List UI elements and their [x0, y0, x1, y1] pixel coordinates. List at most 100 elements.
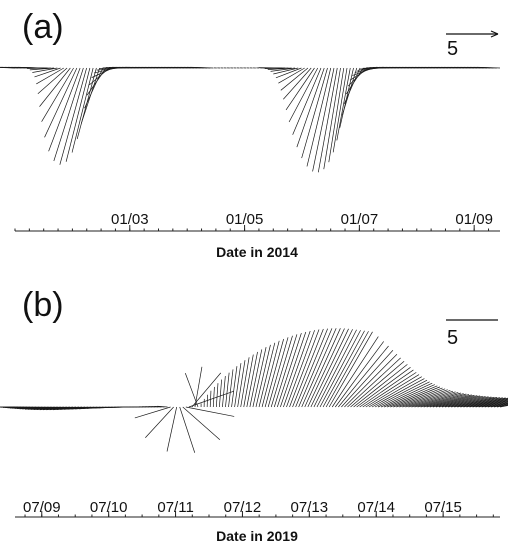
- vector-stick: [411, 392, 459, 408]
- vector-stick: [280, 331, 307, 408]
- vector-stick: [496, 404, 508, 408]
- vector-stick: [368, 376, 422, 408]
- vector-stick: [472, 399, 508, 408]
- vector-stick: [37, 67, 68, 95]
- vector-stick: [295, 328, 328, 408]
- vector-stick: [39, 67, 71, 107]
- tick-label: 07/10: [90, 499, 128, 516]
- vector-stick: [317, 67, 338, 173]
- vector-stick: [246, 351, 258, 408]
- vector-stick: [228, 369, 234, 408]
- vector-stick: [341, 349, 394, 408]
- vector-stick: [319, 330, 361, 408]
- vector-stick: [478, 400, 508, 408]
- vector-stick: [184, 372, 199, 408]
- vector-stick: [350, 361, 405, 408]
- tick-label: 01/05: [226, 211, 264, 228]
- vector-stick: [429, 394, 475, 408]
- vector-stick: [310, 328, 349, 408]
- vector-stick: [283, 67, 312, 100]
- panel-b-xlabel: Date in 2019: [216, 528, 298, 544]
- vector-stick: [460, 397, 503, 408]
- vector-stick: [264, 67, 289, 69]
- vector-stick: [438, 395, 483, 408]
- tick-label: 07/12: [224, 499, 262, 516]
- vector-stick: [387, 385, 438, 408]
- vector-stick: [264, 338, 284, 408]
- panel-b-label: (b): [22, 286, 64, 324]
- vector-stick: [134, 406, 171, 419]
- vector-stick: [215, 383, 219, 408]
- tick-label: 01/09: [455, 211, 493, 228]
- vector-stick: [328, 331, 373, 408]
- vector-stick: [390, 386, 441, 408]
- vector-stick: [408, 391, 456, 408]
- vector-stick: [374, 379, 428, 408]
- vector-stick: [307, 328, 345, 408]
- vector-stick: [283, 330, 311, 408]
- vector-stick: [276, 332, 302, 408]
- vector-stick: [487, 402, 508, 408]
- vector-stick: [243, 354, 254, 408]
- vector-stick: [71, 67, 94, 153]
- panel-a-label: (a): [22, 8, 64, 46]
- vector-stick: [420, 393, 467, 408]
- vector-stick: [301, 67, 328, 159]
- vector-stick: [423, 394, 470, 408]
- vector-stick: [313, 329, 353, 408]
- vector-stick: [499, 405, 508, 408]
- panel-a-xlabel: Date in 2014: [216, 244, 298, 260]
- vector-stick: [347, 67, 367, 87]
- vector-stick: [48, 67, 81, 152]
- vector-stick: [270, 335, 293, 408]
- vector-stick: [182, 406, 221, 441]
- vector-stick: [312, 67, 335, 172]
- vector-stick: [285, 67, 315, 111]
- vector-stick: [323, 67, 341, 170]
- vector-stick: [209, 390, 212, 408]
- vector-stick: [377, 381, 430, 408]
- vector-stick: [457, 397, 501, 408]
- vector-stick: [435, 395, 481, 408]
- vector-stick: [185, 406, 235, 417]
- vector-stick: [292, 328, 324, 408]
- vector-stick: [469, 398, 508, 408]
- vector-stick: [463, 397, 506, 408]
- panel-a-ticks: 01/03 01/05 01/07 01/09: [14, 211, 493, 231]
- vector-stick: [286, 330, 315, 408]
- panel-b: (b) 5 07/09 07/10 07/11 07/12 07/13 07/14 07/1…: [0, 286, 508, 544]
- vector-stick: [338, 345, 389, 408]
- vector-stick: [445, 396, 489, 408]
- vector-stick: [219, 379, 222, 408]
- panel-b-vectors: [0, 328, 508, 453]
- vector-stick: [344, 353, 398, 408]
- vector-stick: [273, 67, 299, 75]
- tick-label: 07/14: [357, 499, 395, 516]
- vector-stick: [301, 328, 337, 408]
- tick-label: 07/13: [291, 499, 329, 516]
- vector-stick: [53, 67, 84, 162]
- vector-stick: [417, 393, 464, 408]
- vector-stick: [212, 386, 215, 408]
- panel-a-vectors: [0, 66, 501, 173]
- vector-stick: [481, 401, 508, 408]
- vector-stick: [65, 67, 91, 162]
- vector-stick: [280, 67, 309, 91]
- vector-stick: [306, 67, 332, 167]
- vector-stick: [353, 364, 408, 408]
- vector-stick: [322, 330, 365, 408]
- vector-stick: [267, 337, 289, 408]
- vector-stick: [383, 384, 435, 408]
- vector-stick: [405, 390, 454, 408]
- vector-stick: [267, 67, 292, 71]
- vector-stick: [365, 374, 420, 408]
- panel-a-scale-label: 5: [447, 38, 458, 60]
- vector-stick: [84, 67, 104, 109]
- vector-stick: [328, 67, 345, 163]
- vector-stick: [252, 347, 267, 408]
- vector-stick: [249, 349, 263, 408]
- vector-stick: [451, 396, 495, 408]
- vector-stick: [393, 387, 443, 408]
- vector-stick: [345, 67, 364, 95]
- vector-stick: [448, 396, 492, 408]
